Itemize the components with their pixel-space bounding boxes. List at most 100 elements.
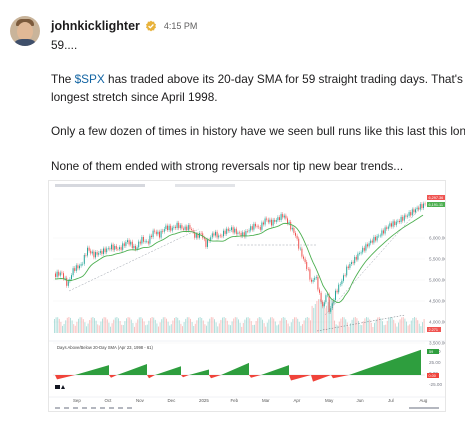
candle-body: [275, 220, 277, 222]
volume-bar: [199, 317, 201, 333]
candle-body: [125, 242, 127, 246]
volume-bar: [290, 322, 292, 333]
volume-bar: [348, 326, 350, 333]
candle-body: [240, 232, 242, 237]
volume-bar: [327, 302, 329, 333]
volume-bar: [313, 307, 315, 333]
candle-body: [157, 231, 159, 235]
candle-body: [378, 235, 380, 237]
candle-body: [411, 209, 413, 216]
volume-bar: [106, 319, 108, 333]
volume-bar: [422, 322, 423, 333]
volume-bar: [294, 317, 295, 333]
volume-bar: [194, 323, 196, 333]
candle-body: [194, 232, 196, 238]
volume-bar: [146, 324, 148, 333]
attached-chart-image[interactable]: 6,000.00 5,500.00 5,000.00 4,500.00 4,000.00…: [48, 180, 446, 412]
volume-bar: [142, 318, 143, 333]
candle-body: [258, 226, 260, 228]
candle-body: [400, 216, 402, 223]
candle-body: [75, 265, 77, 271]
trendline: [324, 206, 422, 316]
candle-body: [234, 228, 236, 233]
time-axis-label: Dec: [168, 398, 177, 403]
volume-bar: [298, 321, 300, 333]
price-axis-label: 5,500.00: [429, 257, 446, 262]
volume-bar: [94, 318, 95, 333]
candle-body: [347, 266, 349, 268]
candle-body: [168, 225, 170, 230]
timestamp[interactable]: 4:15 PM: [163, 21, 198, 31]
price-axis-label: 6,000.00: [429, 236, 446, 241]
candle-body: [362, 247, 364, 253]
volume-bar: [247, 317, 249, 333]
volume-bar: [190, 318, 191, 333]
volume-bar: [166, 318, 167, 333]
candle-body: [416, 207, 418, 210]
volume-bar: [338, 321, 340, 333]
candle-body: [355, 256, 357, 260]
candle-body: [211, 233, 213, 238]
volume-bar: [289, 326, 291, 333]
volume-bar: [369, 319, 371, 333]
time-axis-label: Feb: [231, 398, 239, 403]
candle-body: [231, 227, 232, 231]
candle-body: [123, 243, 125, 246]
candle-body: [376, 236, 378, 241]
volume-bar: [262, 319, 263, 333]
volume-bar: [150, 318, 151, 333]
candle-body: [159, 231, 160, 238]
candle-body: [413, 209, 415, 213]
volume-bar: [135, 322, 137, 333]
indicator-area: [209, 375, 221, 379]
candle-body: [64, 277, 66, 279]
volume-bar: [74, 325, 76, 333]
candle-body: [176, 222, 178, 228]
volume-bar: [279, 320, 281, 333]
candle-body: [71, 275, 72, 280]
candle-body: [95, 252, 96, 258]
volume-bar: [260, 317, 262, 333]
volume-bar: [241, 326, 243, 333]
volume-bar: [302, 324, 303, 333]
candle-body: [179, 225, 181, 229]
price-tag: 6,297.36: [429, 196, 444, 200]
volume-bar: [257, 318, 259, 333]
candle-body: [285, 215, 287, 219]
volume-bar: [276, 325, 278, 333]
volume-bar: [265, 326, 267, 333]
candle-body: [336, 290, 338, 293]
volume-bar: [159, 322, 161, 333]
user-avatar[interactable]: [10, 16, 40, 46]
indicator-area: [155, 366, 181, 375]
ticker-link[interactable]: $SPX: [74, 72, 105, 86]
candle-body: [149, 235, 151, 244]
candle-body: [183, 228, 184, 230]
candle-body: [389, 223, 391, 227]
candle-body: [391, 223, 392, 227]
volume-bar: [230, 325, 231, 333]
volume-bar: [246, 317, 247, 333]
candle-body: [247, 231, 248, 232]
username[interactable]: johnkicklighter: [51, 19, 140, 33]
time-axis-label: Oct: [105, 398, 113, 403]
volume-bar: [375, 319, 377, 333]
volume-bar: [105, 317, 107, 333]
volume-bar: [196, 320, 198, 333]
candle-body: [79, 265, 80, 269]
volume-bar: [297, 318, 299, 333]
volume-bar: [126, 318, 127, 333]
candle-body: [343, 275, 344, 281]
candle-body: [163, 229, 165, 232]
indicator-area: [75, 365, 109, 375]
candle-body: [242, 232, 244, 237]
volume-bar: [118, 318, 119, 333]
volume-bar: [57, 317, 59, 333]
volume-bar: [270, 317, 271, 333]
candle-body: [224, 230, 226, 234]
candle-body: [296, 235, 298, 239]
indicator-area: [249, 375, 261, 378]
message-line-3: longest stretch since April 1998.: [51, 90, 218, 104]
volume-bar: [346, 322, 348, 333]
candle-body: [115, 245, 117, 249]
